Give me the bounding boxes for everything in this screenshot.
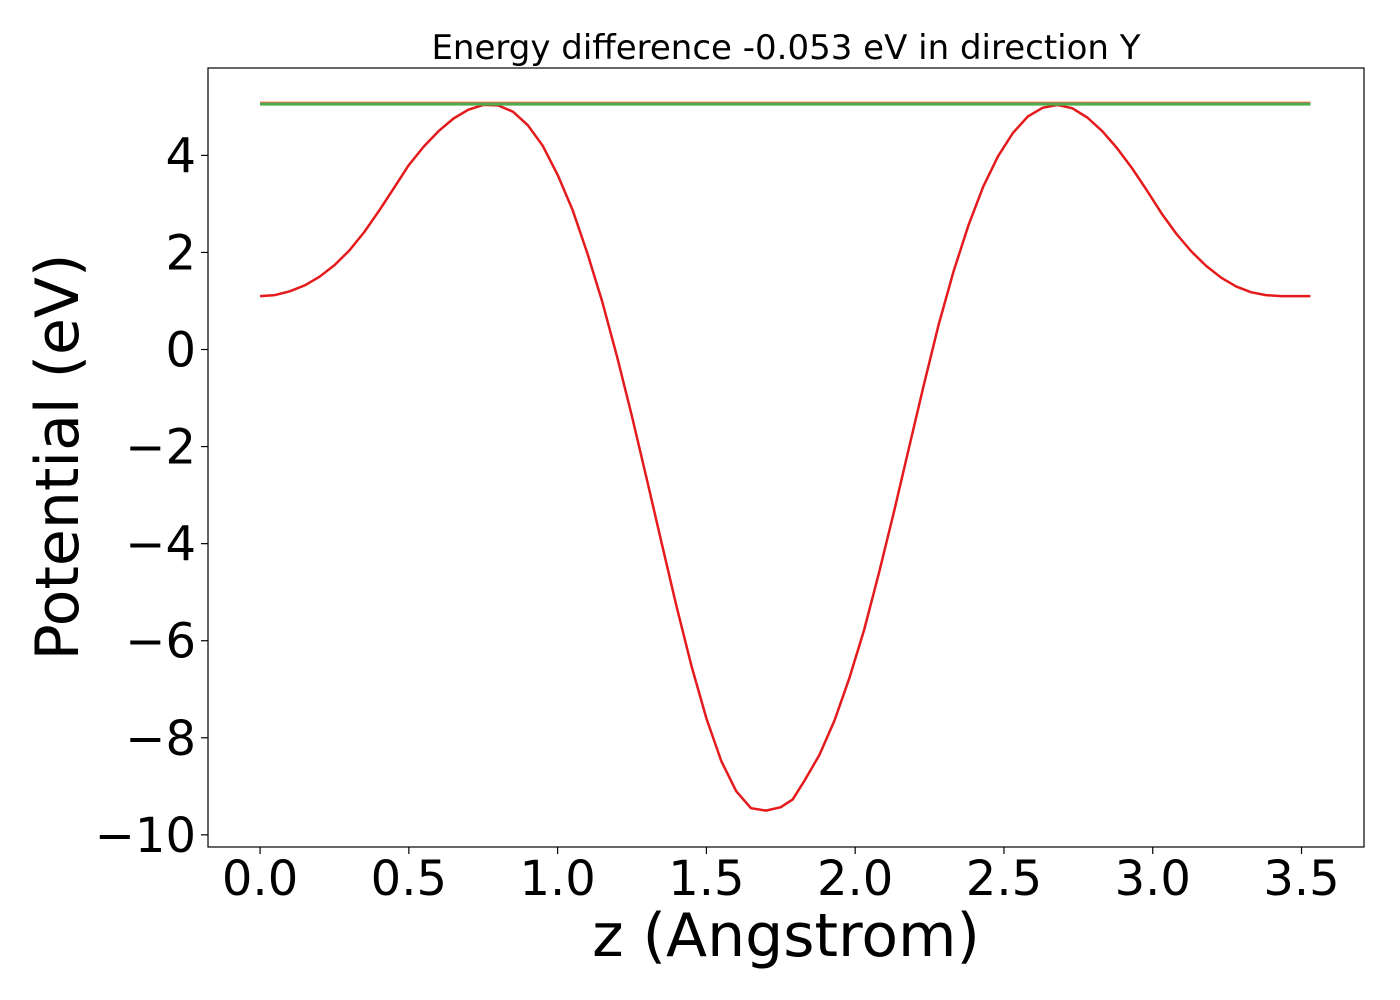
x-tick-label: 0.0 [222,851,298,907]
series-layer [260,101,1311,812]
y-tick-label: 2 [165,225,196,281]
y-tick-label: −10 [95,808,196,864]
y-tick-label: −4 [125,517,196,573]
x-axis-label: z (Angstrom) [592,901,980,971]
series-line-0 [260,103,1311,812]
x-tick-label: 3.0 [1115,851,1191,907]
x-tick-label: 3.5 [1263,851,1339,907]
y-tick-label: 4 [165,128,196,184]
y-tick-label: 0 [165,323,196,379]
x-axis-ticks: 0.0 0.5 1.0 1.5 2.0 2.5 3.0 3.5 [222,847,1340,907]
chart-title: Energy difference -0.053 eV in direction… [431,28,1140,68]
y-axis-ticks: −10 −8 −6 −4 −2 0 2 4 [95,128,208,864]
plot-frame [207,67,1365,848]
y-tick-label: −6 [125,614,196,670]
x-tick-label: 1.0 [519,851,595,907]
x-tick-label: 2.5 [966,851,1042,907]
x-tick-label: 2.0 [817,851,893,907]
x-tick-label: 0.5 [371,851,447,907]
y-axis-label: Potential (eV) [23,254,93,661]
y-tick-label: −8 [125,711,196,767]
y-tick-label: −2 [125,420,196,476]
x-tick-label: 1.5 [668,851,744,907]
